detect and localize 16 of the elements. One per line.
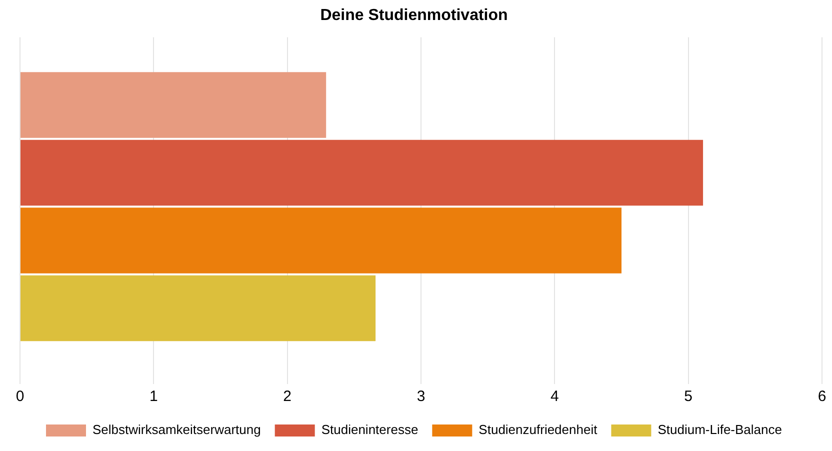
legend-label: Studieninteresse (321, 422, 418, 438)
bar (20, 275, 376, 342)
x-tick-label: 3 (416, 388, 426, 406)
legend-label: Studienzufriedenheit (478, 422, 598, 438)
x-tick-label: 1 (149, 388, 158, 406)
x-tick-label: 6 (818, 388, 826, 406)
x-tick-label: 0 (16, 388, 24, 406)
bar (20, 208, 622, 274)
bar (20, 140, 704, 206)
legend-label: Studium-Life-Balance (658, 422, 782, 438)
x-tick-label: 2 (283, 388, 292, 406)
x-tick-label: 5 (684, 388, 693, 406)
bar (20, 72, 326, 138)
legend-label: Selbstwirksamkeitserwartung (92, 422, 261, 438)
chart-title: Deine Studienmotivation (320, 7, 508, 24)
x-tick-label: 4 (550, 388, 559, 406)
